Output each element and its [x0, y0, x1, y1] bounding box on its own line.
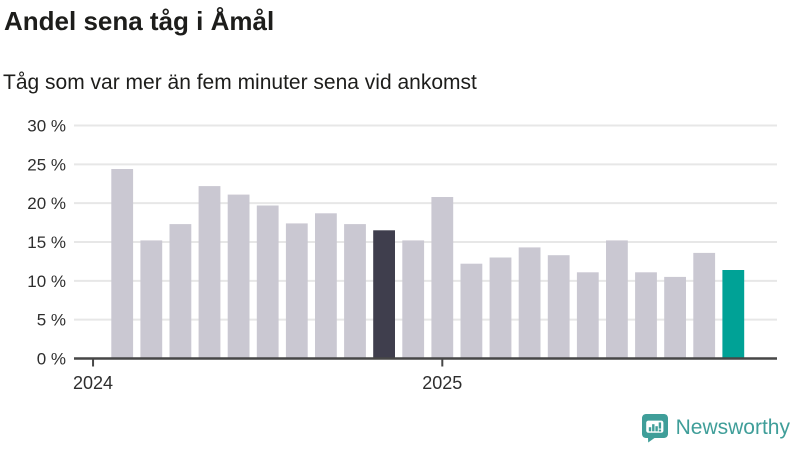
- bar: [606, 240, 628, 359]
- bar: [460, 263, 483, 359]
- bar: [344, 224, 366, 359]
- bar: [169, 224, 192, 359]
- bar: [256, 205, 279, 359]
- bar: [315, 213, 337, 359]
- y-axis-label: 20 %: [27, 194, 66, 213]
- y-axis-label: 25 %: [27, 155, 66, 174]
- bar: [402, 240, 425, 359]
- bar: [664, 276, 686, 359]
- y-axis-label: 10 %: [27, 272, 66, 291]
- x-axis-label: 2025: [422, 373, 462, 393]
- chart-svg: 0 % 5 % 10 % 15 % 20 % 25 % 30 % 2024 2025: [27, 117, 777, 393]
- bar: [693, 252, 716, 359]
- bar: [227, 194, 250, 359]
- bar: [489, 257, 512, 359]
- bar: [373, 230, 395, 359]
- y-axis-label: 15 %: [27, 233, 66, 252]
- bar: [576, 272, 599, 359]
- bar-chart: 0 % 5 % 10 % 15 % 20 % 25 % 30 % 2024 2025: [0, 110, 800, 410]
- chart-title: Andel sena tåg i Åmål: [4, 6, 275, 36]
- x-axis-label: 2024: [73, 373, 113, 393]
- bar: [547, 255, 570, 359]
- y-axis-label: 0 %: [37, 350, 66, 369]
- bar: [635, 272, 657, 359]
- brand-name: Newsworthy: [675, 416, 790, 439]
- newsworthy-logo-link[interactable]: Newsworthy: [641, 413, 790, 443]
- y-axis-label: 30 %: [27, 117, 66, 136]
- chart-subtitle: Tåg som var mer än fem minuter sena vid …: [3, 71, 477, 94]
- bar: [722, 270, 745, 359]
- newsworthy-icon: [641, 414, 668, 443]
- bar: [431, 197, 454, 359]
- bar: [198, 186, 221, 359]
- bar: [518, 247, 541, 359]
- bar: [111, 169, 134, 359]
- y-axis-label: 5 %: [37, 311, 66, 330]
- bar: [140, 240, 163, 359]
- bar: [285, 223, 308, 359]
